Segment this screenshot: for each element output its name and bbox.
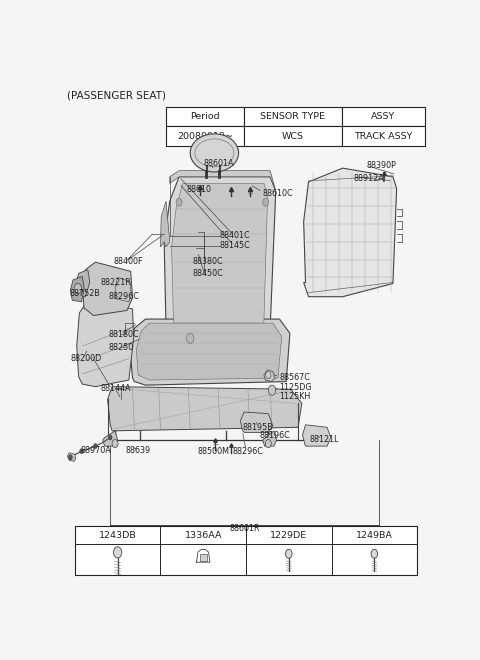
Circle shape <box>94 444 97 449</box>
Text: 88200D: 88200D <box>71 354 102 363</box>
Text: 88144A: 88144A <box>101 383 132 393</box>
Text: (PASSENGER SEAT): (PASSENGER SEAT) <box>67 90 167 100</box>
Circle shape <box>74 284 82 294</box>
Text: TRACK ASSY: TRACK ASSY <box>354 131 412 141</box>
Text: 88145C: 88145C <box>220 242 251 250</box>
Text: 88221R: 88221R <box>101 278 132 287</box>
Text: 88912A: 88912A <box>354 174 384 183</box>
Polygon shape <box>160 201 170 247</box>
Circle shape <box>268 385 276 395</box>
Text: 88610C: 88610C <box>263 189 293 198</box>
Circle shape <box>263 198 269 207</box>
Polygon shape <box>170 171 276 191</box>
Circle shape <box>186 333 194 343</box>
Circle shape <box>80 449 84 453</box>
Bar <box>342 127 424 146</box>
Polygon shape <box>108 387 302 431</box>
Polygon shape <box>130 319 290 385</box>
Polygon shape <box>136 323 282 380</box>
Text: 88296C: 88296C <box>233 447 264 455</box>
Circle shape <box>266 372 271 379</box>
Bar <box>166 127 243 146</box>
Polygon shape <box>77 300 133 387</box>
Polygon shape <box>172 183 267 323</box>
Text: 88196C: 88196C <box>259 432 290 440</box>
Text: 88401C: 88401C <box>220 231 251 240</box>
Text: 88180C: 88180C <box>108 330 139 339</box>
Circle shape <box>176 198 182 207</box>
Text: 1125KH: 1125KH <box>279 392 311 401</box>
Polygon shape <box>83 262 132 315</box>
Text: Period: Period <box>190 112 220 121</box>
Circle shape <box>112 440 118 447</box>
Text: 88121L: 88121L <box>309 434 339 444</box>
Text: 88195B: 88195B <box>242 423 273 432</box>
Bar <box>243 127 342 146</box>
Text: 20080919~: 20080919~ <box>177 131 233 141</box>
Text: 88567C: 88567C <box>279 373 311 382</box>
Bar <box>75 527 417 575</box>
Text: 88500M: 88500M <box>198 447 229 455</box>
Text: 88250: 88250 <box>108 343 133 352</box>
Text: 88601A: 88601A <box>203 158 234 168</box>
Text: 88639: 88639 <box>125 446 150 455</box>
Polygon shape <box>71 277 84 302</box>
Text: 1243DB: 1243DB <box>99 531 136 540</box>
Text: 1249BA: 1249BA <box>356 531 393 540</box>
Bar <box>342 107 424 127</box>
Bar <box>200 554 206 561</box>
Polygon shape <box>164 177 276 328</box>
Polygon shape <box>302 425 331 446</box>
Text: 88450C: 88450C <box>192 269 223 278</box>
Ellipse shape <box>190 134 239 172</box>
Text: 88296C: 88296C <box>108 292 139 301</box>
Text: 1229DE: 1229DE <box>270 531 307 540</box>
Polygon shape <box>76 270 90 297</box>
Text: 1125DG: 1125DG <box>279 383 312 392</box>
Polygon shape <box>264 370 275 381</box>
Polygon shape <box>115 277 132 302</box>
Circle shape <box>286 549 292 558</box>
Polygon shape <box>103 431 118 446</box>
Bar <box>166 107 243 127</box>
Bar <box>243 107 342 127</box>
Circle shape <box>108 435 112 440</box>
Text: WCS: WCS <box>282 131 304 141</box>
Polygon shape <box>304 168 396 297</box>
Text: 88400F: 88400F <box>114 257 144 265</box>
Text: 88390P: 88390P <box>367 161 397 170</box>
Polygon shape <box>240 412 273 432</box>
Polygon shape <box>263 431 276 446</box>
Text: 88752B: 88752B <box>69 289 100 298</box>
Circle shape <box>265 440 271 447</box>
Text: 88380C: 88380C <box>192 257 223 265</box>
Text: 88601R: 88601R <box>229 525 260 533</box>
Text: 88970A: 88970A <box>81 446 111 455</box>
Text: 88610: 88610 <box>186 185 212 195</box>
Text: 1336AA: 1336AA <box>184 531 222 540</box>
Polygon shape <box>67 453 76 461</box>
Circle shape <box>371 549 378 558</box>
Circle shape <box>114 546 122 558</box>
Circle shape <box>69 455 72 460</box>
Text: SENSOR TYPE: SENSOR TYPE <box>260 112 325 121</box>
Text: ASSY: ASSY <box>371 112 396 121</box>
